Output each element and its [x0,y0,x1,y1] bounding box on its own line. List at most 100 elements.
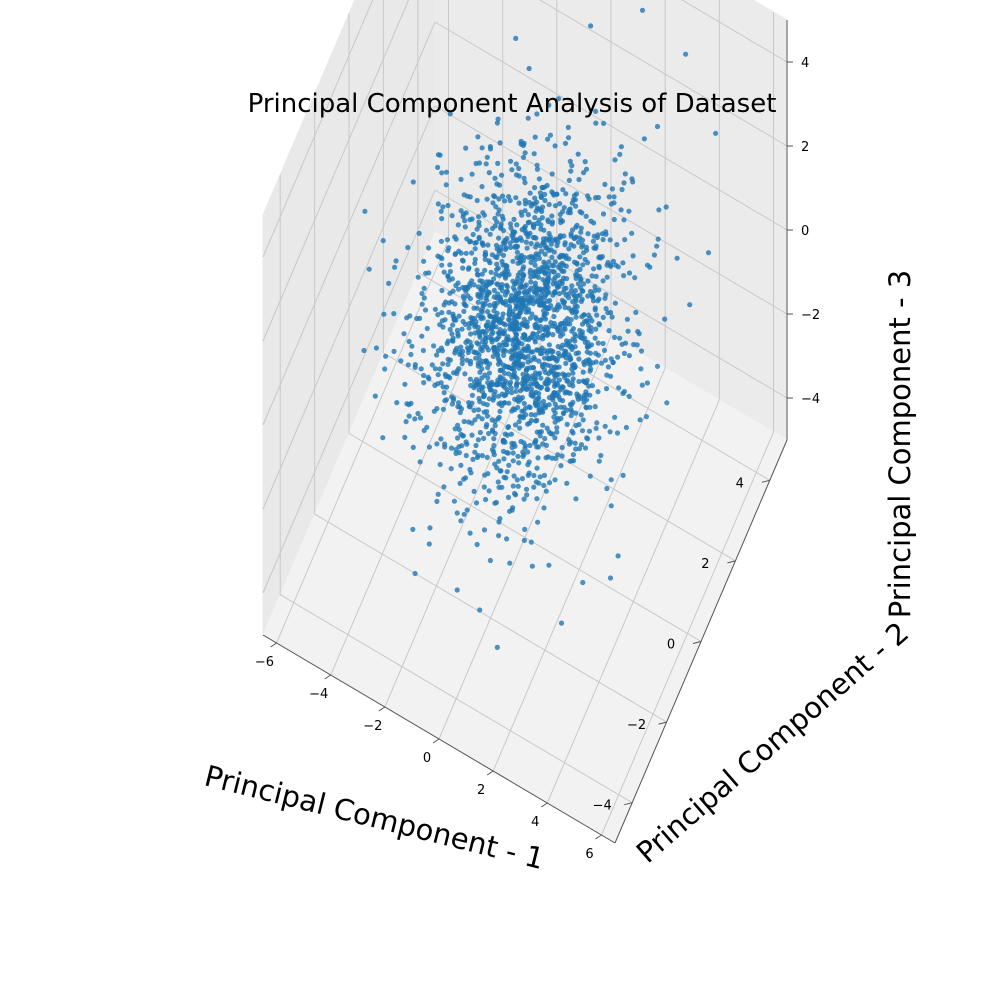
data-point [477,607,483,613]
data-point [498,468,504,474]
data-point [508,225,514,231]
x-tick-label: −2 [363,719,382,734]
data-point [466,265,472,271]
data-point [456,450,462,456]
data-point [519,476,526,482]
data-point [475,413,481,419]
data-point [569,409,575,415]
data-point [559,260,565,266]
data-point [683,51,689,57]
data-point [405,362,411,368]
data-point [481,409,487,415]
data-point [531,376,537,382]
data-point [534,347,540,353]
data-point [507,240,513,246]
data-point [441,390,447,396]
data-point [562,374,568,380]
data-point [563,389,569,395]
data-point [584,349,590,355]
data-point [534,465,540,471]
data-point [476,381,482,387]
data-point [629,230,635,236]
data-point [538,286,544,292]
data-point [611,216,617,223]
data-point [504,536,510,542]
data-point [541,366,547,372]
data-point [492,418,498,424]
data-point [487,557,493,564]
data-point [592,307,598,313]
data-point [556,283,562,289]
data-point [551,192,557,198]
data-point [541,300,547,306]
data-point [482,331,488,337]
data-point [600,236,606,243]
data-point [602,295,608,301]
data-point [467,339,473,345]
data-point [528,285,534,291]
data-point [537,433,543,439]
data-point [533,235,539,241]
data-point [549,349,555,355]
data-point [574,261,580,267]
data-point [524,245,530,251]
data-point [585,339,591,345]
data-point [475,437,481,443]
data-point [558,252,564,258]
data-point [482,252,489,258]
data-point [573,203,579,209]
data-point [523,303,529,309]
data-point [531,472,537,479]
data-point [569,458,575,464]
data-point [514,243,521,249]
data-point [506,371,512,377]
data-point [458,176,464,182]
data-point [538,375,544,381]
data-point [566,291,572,297]
data-point [403,419,409,425]
data-point [544,350,550,356]
data-point [483,295,489,301]
data-point [455,222,461,228]
data-point [565,124,571,130]
data-point [468,331,474,337]
data-point [522,228,528,234]
data-point [602,423,608,429]
data-point [532,314,539,320]
data-point [483,287,489,293]
data-point [593,108,599,114]
data-point [475,341,482,347]
data-point [492,423,498,429]
y-tick-label: 4 [736,476,744,491]
data-point [541,482,547,488]
data-point [437,461,443,468]
data-point [581,170,587,176]
data-point [434,441,440,447]
data-point [632,275,638,281]
data-point [620,260,626,266]
data-point [499,484,505,490]
data-point [551,414,557,420]
data-point [408,400,414,406]
data-point [631,341,637,348]
data-point [522,443,529,449]
data-point [610,258,617,264]
data-point [617,151,623,157]
data-point [507,303,513,309]
data-point [555,272,561,278]
data-point [588,218,594,224]
data-point [583,380,589,386]
data-point [517,310,523,316]
data-point [644,380,651,386]
data-point [475,328,481,334]
data-point [471,349,477,355]
data-point [443,182,449,188]
data-point [449,213,455,219]
data-point [641,136,648,142]
data-point [447,111,453,117]
data-point [579,237,586,243]
data-point [602,357,609,363]
data-point [474,454,481,460]
data-point [467,296,473,302]
